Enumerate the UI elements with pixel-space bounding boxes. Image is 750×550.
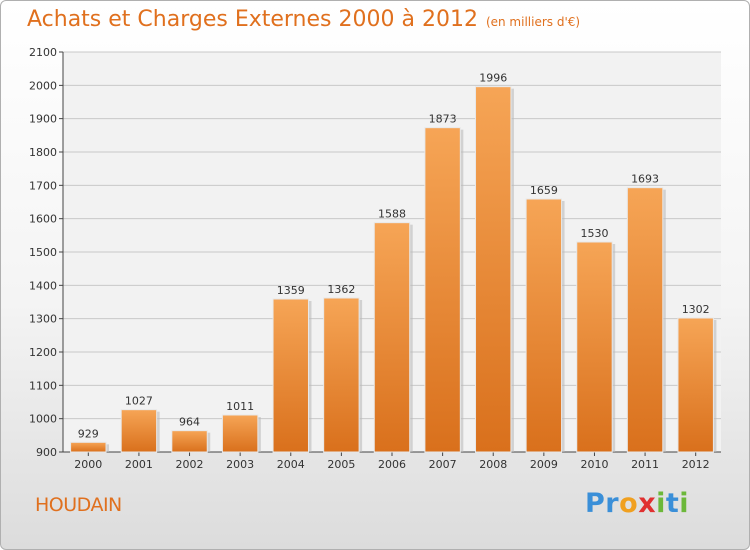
x-tick-label: 2004 (277, 458, 305, 471)
y-tick-label: 2100 (29, 46, 57, 59)
data-label: 1588 (378, 208, 406, 221)
chart-title: Achats et Charges Externes 2000 à 2012 (e… (27, 7, 580, 32)
y-tick-label: 1100 (29, 379, 57, 392)
x-tick-label: 2010 (580, 458, 608, 471)
x-tick-label: 2011 (631, 458, 659, 471)
x-tick-label: 2005 (327, 458, 355, 471)
data-label: 1302 (682, 303, 710, 316)
bar-2000 (70, 441, 107, 453)
x-tick-label: 2000 (74, 458, 102, 471)
data-label: 1359 (277, 284, 305, 297)
y-tick-label: 1800 (29, 146, 57, 159)
bar-2012 (677, 317, 714, 453)
logo-letter: i (656, 488, 666, 519)
bar-2003 (221, 414, 259, 453)
chart-title-text: Achats et Charges Externes 2000 à 2012 (27, 7, 478, 32)
y-tick-label: 1600 (29, 213, 57, 226)
x-tick-label: 2012 (682, 458, 710, 471)
data-label: 1873 (429, 113, 457, 126)
x-tick-label: 2007 (429, 458, 457, 471)
logo-letter: x (638, 488, 657, 519)
data-label: 1362 (327, 283, 355, 296)
data-label: 1530 (580, 227, 608, 240)
logo-letter: o (619, 488, 639, 519)
y-tick-label: 1900 (29, 113, 57, 126)
data-label: 1659 (530, 184, 558, 197)
bar-2004 (272, 298, 309, 453)
y-tick-label: 2000 (29, 79, 57, 92)
bar-2011 (626, 187, 664, 453)
logo-letter: r (605, 488, 620, 519)
data-label: 929 (78, 427, 99, 440)
bar-2007 (424, 127, 461, 453)
proxiti-logo: Proxiti (585, 488, 689, 519)
x-tick-label: 2009 (530, 458, 558, 471)
y-tick-label: 900 (36, 446, 57, 459)
y-tick-label: 1400 (29, 279, 57, 292)
bar-2005 (323, 297, 360, 453)
y-tick-label: 1000 (29, 413, 57, 426)
x-tick-label: 2001 (125, 458, 153, 471)
data-label: 1011 (226, 400, 254, 413)
bar-2008 (475, 86, 512, 453)
x-tick-label: 2002 (176, 458, 204, 471)
commune-name: HOUDAIN (35, 494, 122, 516)
y-tick-label: 1200 (29, 346, 57, 359)
data-label: 1996 (479, 72, 507, 85)
logo-letter: i (679, 488, 690, 519)
data-label: 1693 (631, 173, 659, 186)
chart-unit: (en milliers d'€) (485, 15, 581, 29)
data-label: 964 (179, 416, 200, 429)
x-tick-label: 2003 (226, 458, 254, 471)
x-tick-label: 2008 (479, 458, 507, 471)
x-tick-label: 2006 (378, 458, 406, 471)
logo-letter: t (665, 488, 680, 519)
y-tick-label: 1500 (29, 246, 57, 259)
bar-2006 (373, 222, 411, 453)
data-label: 1027 (125, 395, 153, 408)
logo-letter: P (585, 488, 606, 519)
bar-2002 (171, 430, 208, 453)
bar-2001 (120, 409, 158, 453)
y-tick-label: 1300 (29, 313, 57, 326)
bar-2009 (525, 198, 563, 453)
bar-2010 (576, 241, 613, 453)
y-tick-label: 1700 (29, 179, 57, 192)
